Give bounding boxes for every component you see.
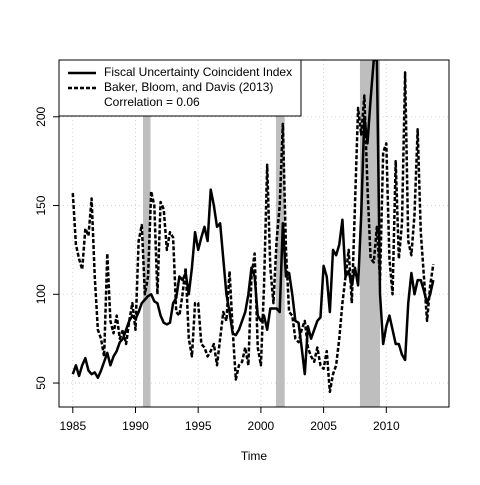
legend-box: [58, 59, 302, 117]
recession-band: [143, 60, 151, 407]
legend-label: Baker, Bloom, and Davis (2013): [104, 80, 273, 94]
x-tick-label: 1985: [59, 419, 86, 433]
legend-note: Correlation = 0.06: [104, 95, 200, 109]
y-tick-label: 150: [34, 195, 48, 215]
plot-area: [71, 60, 435, 407]
y-tick-label: 200: [34, 106, 48, 126]
x-axis-label: Time: [241, 449, 268, 463]
recession-band: [275, 60, 285, 407]
y-tick-label: 100: [34, 284, 48, 304]
x-tick-label: 1990: [122, 419, 149, 433]
x-tick-label: 1995: [185, 419, 212, 433]
y-tick-label: 50: [34, 376, 48, 390]
x-tick-label: 2000: [248, 419, 275, 433]
legend-label: Fiscal Uncertainty Coincident Index: [104, 65, 292, 79]
series-line: [71, 71, 435, 394]
series-line: [71, 60, 435, 379]
x-tick-label: 2010: [373, 419, 400, 433]
x-tick-label: 2005: [310, 419, 337, 433]
